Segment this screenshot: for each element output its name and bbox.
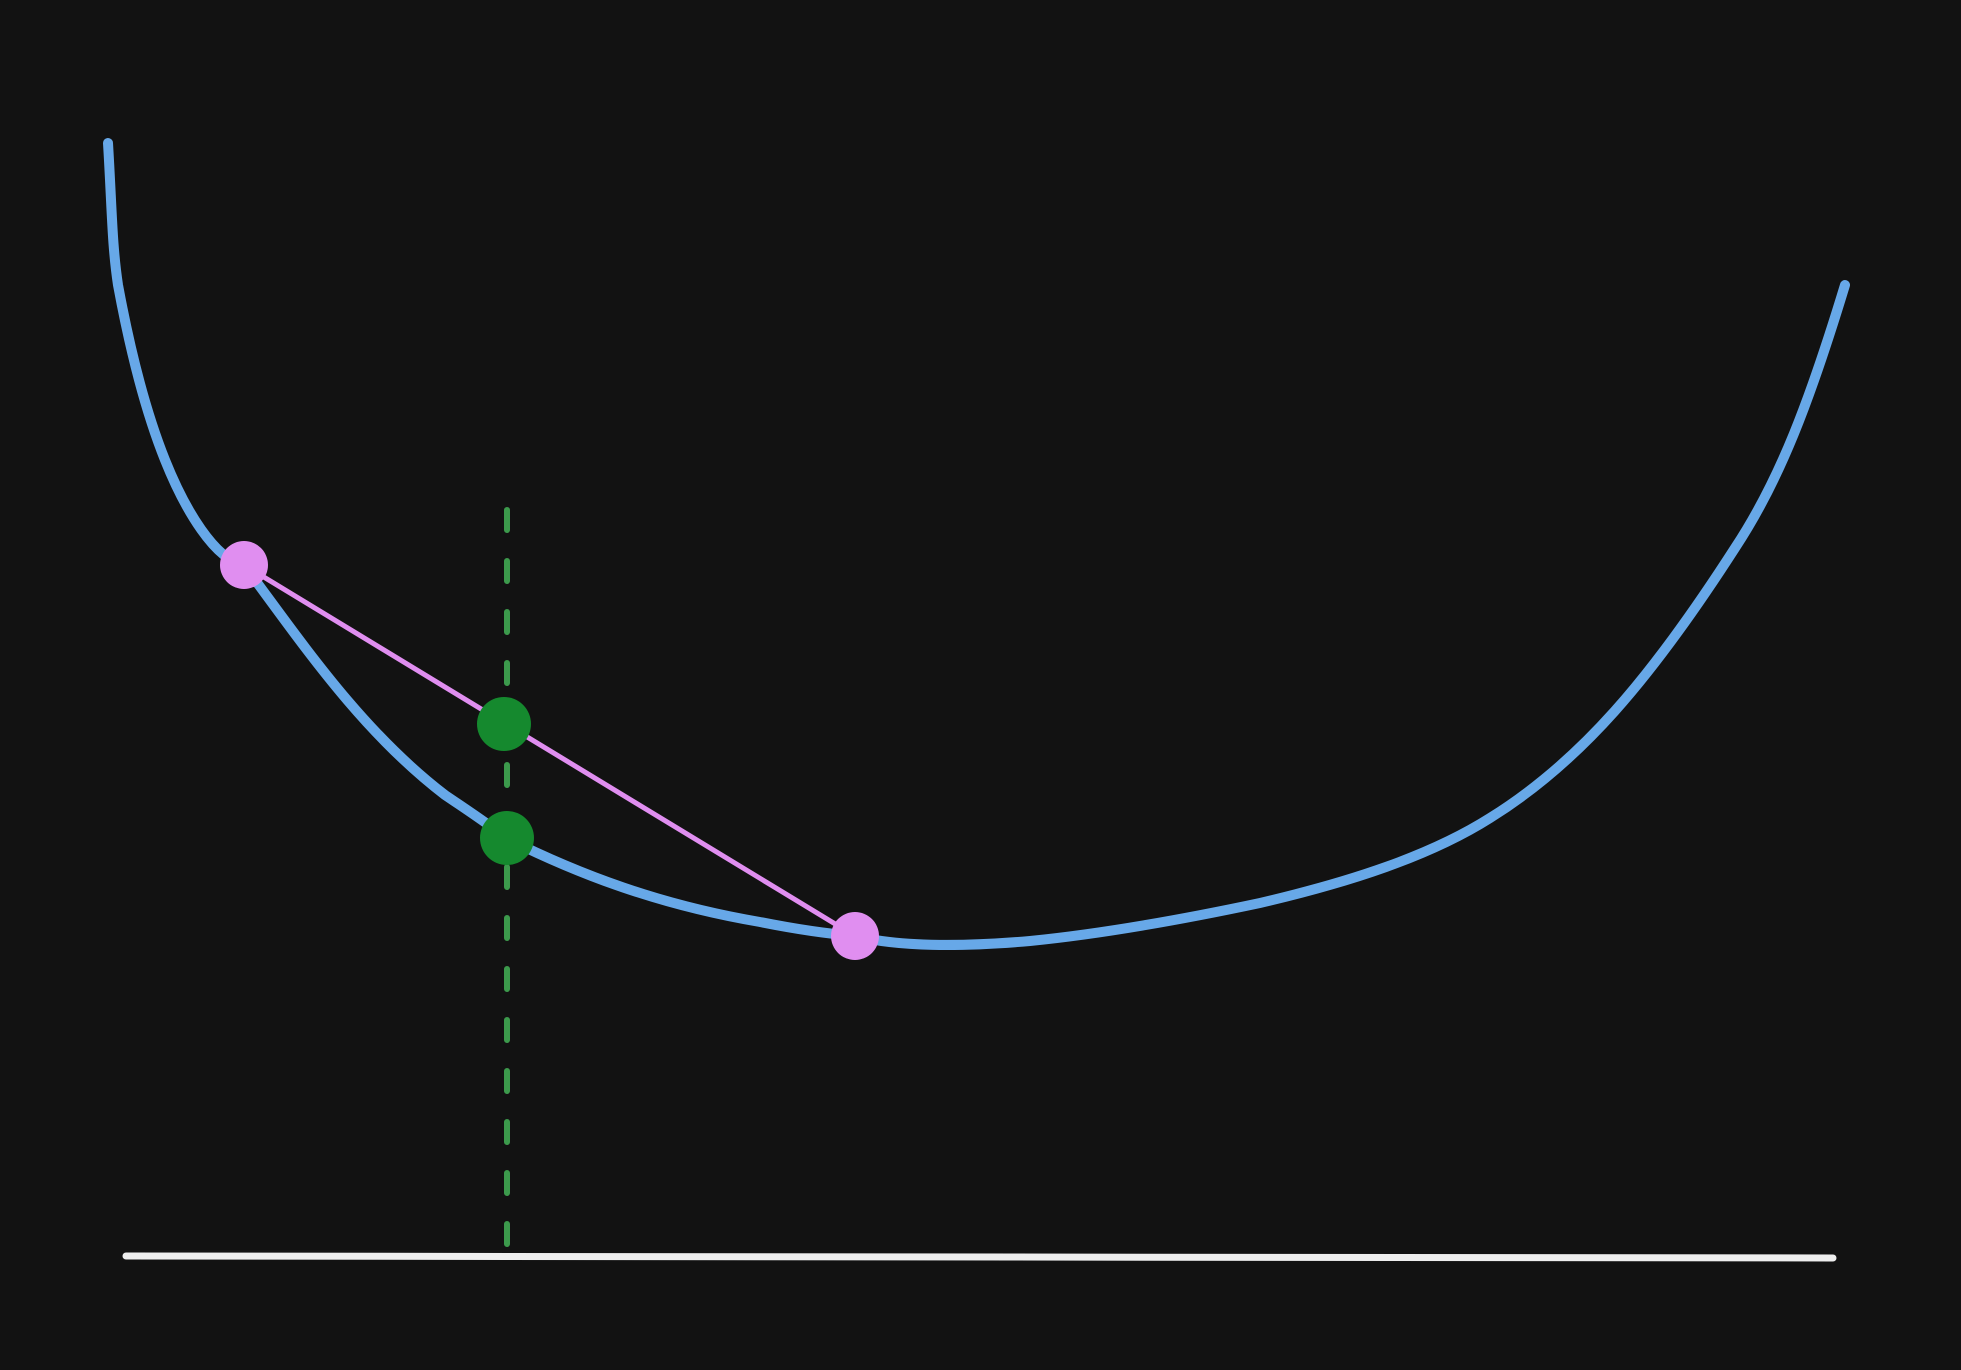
horizontal-axis xyxy=(122,1252,1837,1262)
convex-curve xyxy=(103,138,1850,951)
point-on-chord xyxy=(477,697,531,751)
secant-chord xyxy=(241,562,858,939)
point-on-curve xyxy=(480,811,534,865)
chord-endpoint-right xyxy=(831,912,879,960)
chord-endpoint-left xyxy=(220,541,268,589)
